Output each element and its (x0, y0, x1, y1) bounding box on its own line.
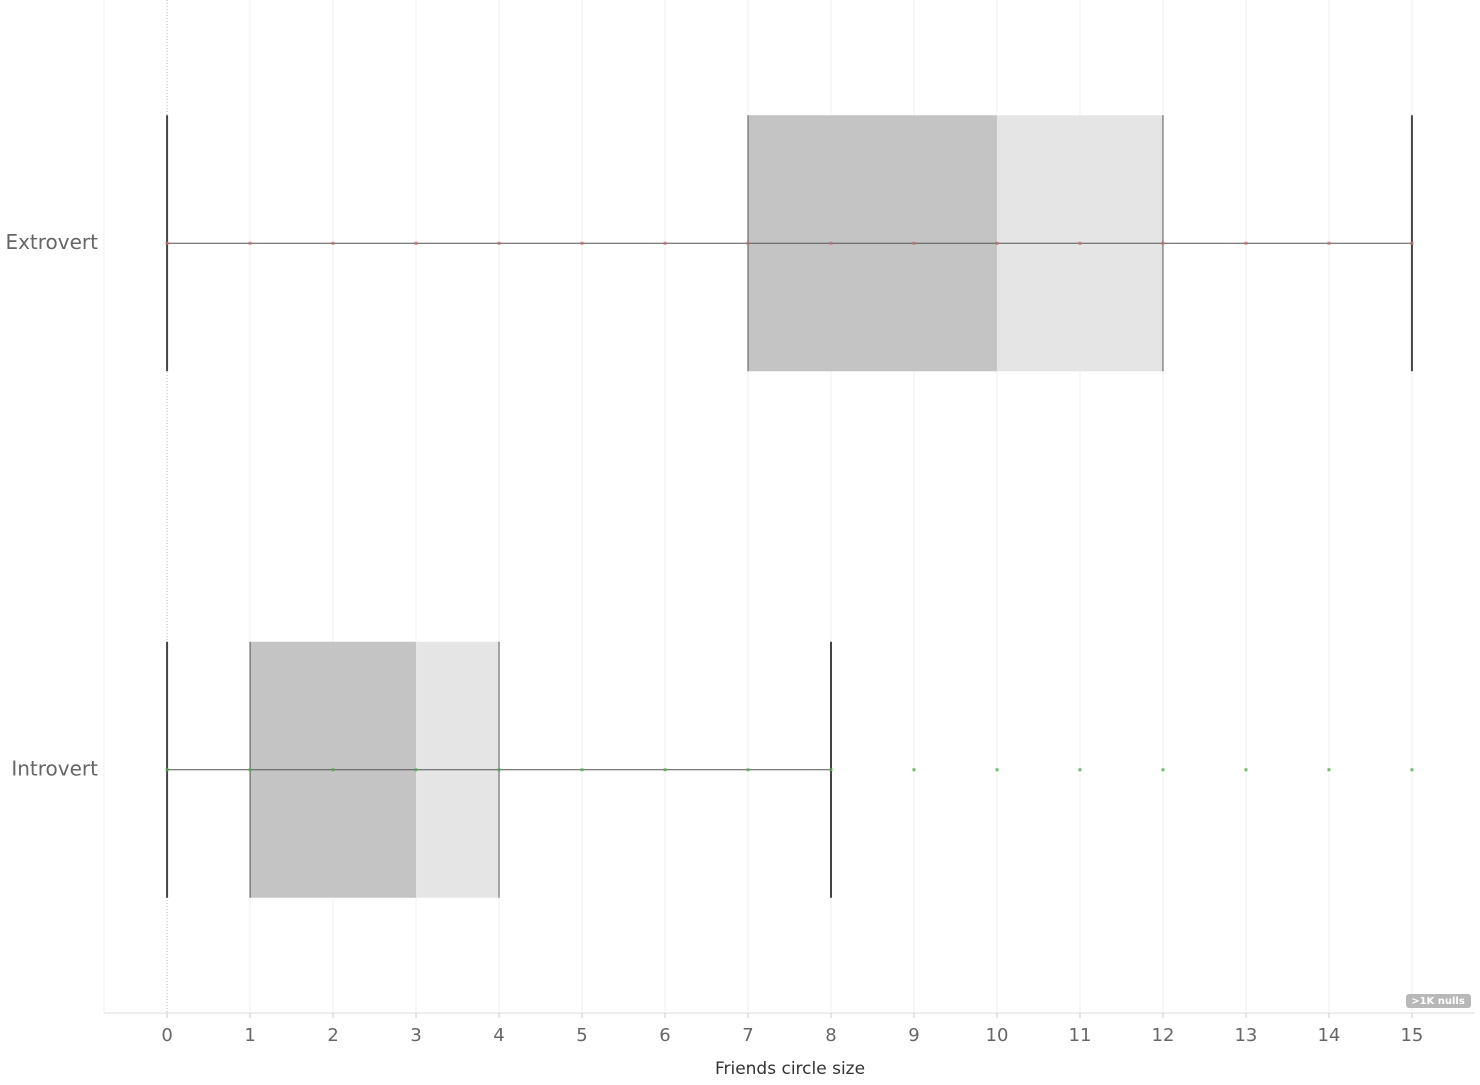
y-tick-label: Introvert (11, 756, 98, 780)
point (497, 241, 501, 245)
point (746, 241, 750, 245)
nulls-badge[interactable] (1406, 994, 1471, 1008)
point (663, 241, 667, 245)
point (1327, 768, 1331, 772)
point (580, 768, 584, 772)
x-tick-label: 12 (1152, 1025, 1175, 1046)
point (248, 241, 252, 245)
point (497, 768, 501, 772)
x-tick-label: 15 (1400, 1025, 1423, 1046)
x-tick-label: 11 (1069, 1025, 1092, 1046)
point (995, 768, 999, 772)
x-tick-label: 10 (986, 1025, 1009, 1046)
point (580, 241, 584, 245)
nulls-badge-text[interactable]: >1K nulls (1411, 996, 1465, 1007)
point (331, 241, 335, 245)
point (829, 241, 833, 245)
x-tick-label: 1 (244, 1025, 255, 1046)
x-axis-label: Friends circle size (715, 1059, 865, 1079)
x-tick-label: 13 (1234, 1025, 1257, 1046)
point (912, 768, 916, 772)
point (1327, 241, 1331, 245)
point (248, 768, 252, 772)
x-tick-label: 6 (659, 1025, 670, 1046)
x-tick-label: 7 (742, 1025, 753, 1046)
point (746, 768, 750, 772)
point (1161, 768, 1165, 772)
point (414, 241, 418, 245)
x-tick-label: 8 (825, 1025, 836, 1046)
point (1078, 768, 1082, 772)
point (1244, 768, 1248, 772)
point (1410, 768, 1414, 772)
point (829, 768, 833, 772)
x-tick-label: 3 (410, 1025, 421, 1046)
x-tick-label: 9 (908, 1025, 919, 1046)
x-tick-label: 14 (1317, 1025, 1340, 1046)
point (1244, 241, 1248, 245)
point (995, 241, 999, 245)
point (1078, 241, 1082, 245)
x-tick-label: 4 (493, 1025, 504, 1046)
point (414, 768, 418, 772)
x-tick-label: 0 (161, 1025, 172, 1046)
x-tick-label: 2 (327, 1025, 338, 1046)
point (165, 768, 169, 772)
point (912, 241, 916, 245)
point (1161, 241, 1165, 245)
point (165, 241, 169, 245)
point (331, 768, 335, 772)
point (663, 768, 667, 772)
x-tick-label: 5 (576, 1025, 587, 1046)
point (1410, 241, 1414, 245)
y-tick-label: Extrovert (5, 230, 98, 254)
